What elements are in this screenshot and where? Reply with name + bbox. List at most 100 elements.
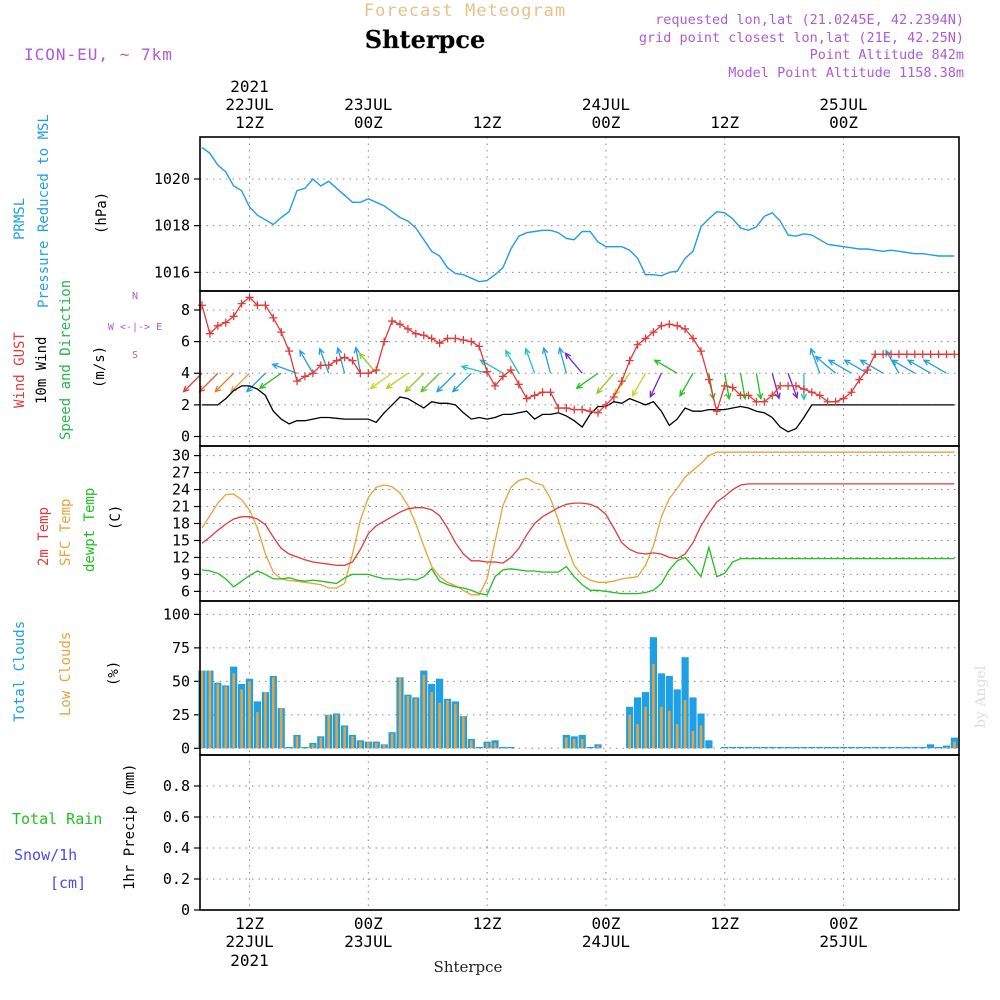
wind-direction-arrow xyxy=(564,352,583,374)
bottom-year: 2021 xyxy=(230,951,269,970)
model-name: ICON-EU, ~ 7km xyxy=(24,45,173,64)
wind-gust-marker xyxy=(752,397,761,406)
cloud-labels: Total Clouds Low Clouds (%) xyxy=(12,621,122,722)
wind-direction-shaft xyxy=(525,348,536,374)
wind-direction-head xyxy=(800,393,808,401)
wind-direction-head xyxy=(353,346,360,354)
wind-direction-shaft xyxy=(596,372,615,394)
low-cloud-bar xyxy=(636,724,639,749)
low-cloud-bar xyxy=(668,710,671,749)
wind-gust-marker xyxy=(253,301,262,310)
wind-direction-shaft xyxy=(386,372,409,389)
temp-label-dewpt: dewpt Temp xyxy=(82,488,98,572)
wind-direction-arrow xyxy=(906,359,931,374)
wind-direction-shaft xyxy=(230,372,250,393)
low-cloud-bar xyxy=(699,725,703,749)
panel-frame-3 xyxy=(199,600,960,756)
ytick-label-1-1: 2 xyxy=(181,396,190,414)
low-cloud-bar xyxy=(572,738,576,749)
legend-total-rain: Total Rain xyxy=(12,810,102,828)
wind-gust-marker xyxy=(229,312,238,321)
wind-direction-arrow xyxy=(524,347,536,374)
wind-direction-head xyxy=(859,359,867,366)
wind-direction-arrow xyxy=(575,372,599,390)
wind-gust-marker xyxy=(364,369,373,378)
wind-direction-shaft xyxy=(404,372,425,393)
wind-direction-arrow xyxy=(214,372,235,393)
wind-direction-arrow xyxy=(230,372,250,393)
bottom-time-5: 00Z xyxy=(829,914,858,933)
total-cloud-bar xyxy=(301,747,309,749)
wind-gust-marker xyxy=(617,377,626,386)
wind-gust-marker xyxy=(419,331,428,340)
wind-direction-arrow xyxy=(369,372,393,390)
wind-direction-shaft xyxy=(923,359,947,374)
wind-gust-marker xyxy=(704,375,713,384)
bottom-time-3: 00Z xyxy=(591,914,620,933)
wind-direction-head xyxy=(436,385,443,393)
wind-gust-marker xyxy=(340,353,349,362)
top-time-4: 12Z xyxy=(710,113,739,132)
wind-gust-marker xyxy=(776,381,785,390)
low-cloud-bar xyxy=(232,673,235,749)
total-cloud-bar xyxy=(737,747,745,749)
wind-direction-head xyxy=(479,359,487,366)
temp-label-2m: 2m Temp xyxy=(36,507,52,566)
wind-direction-arrow xyxy=(771,373,781,400)
wind-label-dir: Speed and Direction xyxy=(58,280,74,440)
wind-gust-marker xyxy=(491,381,500,390)
wind-gust-marker xyxy=(887,350,896,359)
wind-gust-marker xyxy=(649,328,658,337)
wind-direction-arrow xyxy=(557,346,567,374)
wind-direction-head xyxy=(541,346,549,355)
temp-label-units: (C) xyxy=(108,505,124,530)
precip-labels: Total Rain Snow/1h [cm] 1hr Precip (mm) xyxy=(12,764,138,892)
low-cloud-bar xyxy=(311,744,315,749)
precip-label-units: 1hr Precip (mm) xyxy=(122,764,138,890)
ytick-label-0-1: 1018 xyxy=(154,217,190,235)
wind-direction-shaft xyxy=(214,372,235,393)
ytick-label-1-3: 6 xyxy=(181,333,190,351)
low-cloud-bar xyxy=(240,689,243,749)
wind-direction-shaft xyxy=(891,359,916,374)
wind-gust-marker xyxy=(237,299,246,308)
low-cloud-bar xyxy=(628,714,631,749)
wind-direction-head xyxy=(679,389,686,398)
bottom-date-5: 25JUL xyxy=(819,932,867,951)
wind-gust-marker xyxy=(514,380,523,389)
top-time-3: 00Z xyxy=(591,113,620,132)
total-cloud-bar xyxy=(729,747,737,749)
wind-direction-arrow xyxy=(299,349,314,374)
wind-gust-marker xyxy=(839,394,848,403)
ytick-label-2-5: 21 xyxy=(172,498,190,516)
top-date-1: 23JUL xyxy=(344,95,392,114)
ytick-label-0-2: 1020 xyxy=(154,170,190,188)
wind-gust-marker xyxy=(388,317,397,326)
wind-direction-arrow xyxy=(649,372,662,399)
wind-gust-marker xyxy=(855,375,864,384)
bottom-date-3: 24JUL xyxy=(582,932,630,951)
wind-direction-shaft xyxy=(755,373,762,399)
wind-gust-marker xyxy=(720,381,729,390)
wind-direction-arrow xyxy=(271,363,298,374)
wind-direction-head xyxy=(245,385,253,393)
wind-gust-marker xyxy=(506,366,515,375)
wind-gust-marker xyxy=(221,318,230,327)
wind-direction-arrow xyxy=(245,372,266,393)
panel-frame-1 xyxy=(199,290,960,447)
wind-gust-marker xyxy=(372,366,381,375)
wind-direction-shaft xyxy=(259,372,282,389)
wind-gust-marker xyxy=(657,321,666,330)
total-cloud-bar xyxy=(689,697,697,749)
wind-direction-shaft xyxy=(543,347,552,374)
wind-gust-marker xyxy=(435,339,444,348)
low-cloud-bar xyxy=(343,726,346,749)
low-cloud-bar xyxy=(367,741,370,749)
total-cloud-bar xyxy=(776,747,784,749)
ytick-label-1-0: 0 xyxy=(181,428,190,446)
wind-direction-shaft xyxy=(452,372,472,393)
wind-gust-marker xyxy=(784,381,793,390)
low-cloud-bar xyxy=(200,670,204,749)
wind-gust-marker xyxy=(633,340,642,349)
wind-gust-marker xyxy=(625,356,634,365)
